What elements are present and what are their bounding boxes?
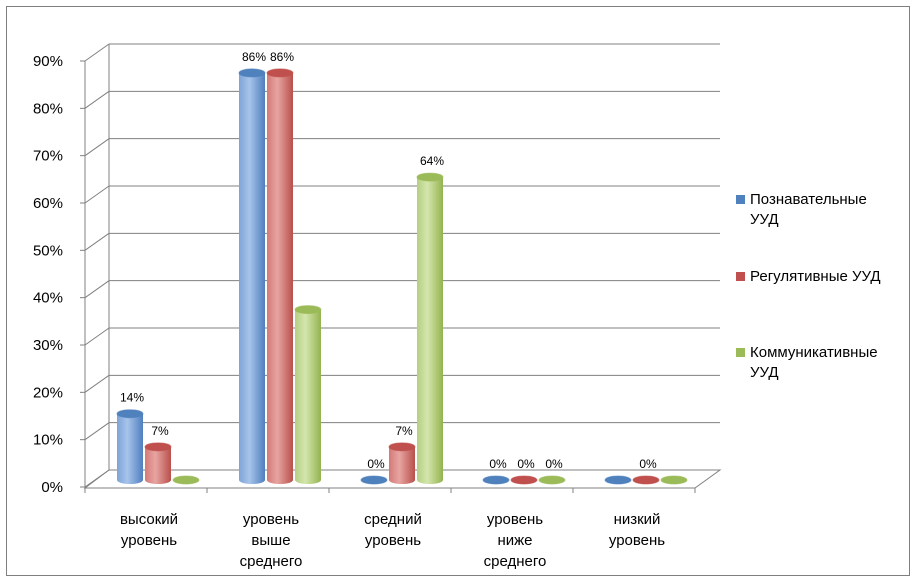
x-category-label: среднего xyxy=(240,553,303,570)
bar xyxy=(266,68,294,78)
data-label: 0% xyxy=(639,457,657,471)
y-tick-label: 20% xyxy=(33,384,63,401)
bar-body xyxy=(389,446,415,480)
gridline-diagonal xyxy=(84,185,110,204)
bar xyxy=(294,305,322,315)
bar-base xyxy=(145,476,171,484)
bar xyxy=(238,68,266,78)
bar-body xyxy=(239,72,265,480)
legend: Познавательные УУД Регулятивные УУД Коммуни… xyxy=(736,191,881,381)
legend-label: УУД xyxy=(750,211,779,228)
bar-body xyxy=(267,72,293,480)
legend-swatch xyxy=(736,272,745,281)
y-tick-label: 30% xyxy=(33,337,63,354)
gridline-diagonal xyxy=(84,90,110,109)
bar-base xyxy=(389,476,415,484)
y-tick-label: 10% xyxy=(33,432,63,449)
bar-body xyxy=(117,413,143,480)
data-label: 14% xyxy=(120,391,144,405)
bar xyxy=(388,442,416,452)
y-tick-label: 60% xyxy=(33,195,63,212)
x-category-label: высокий xyxy=(120,511,178,528)
gridline-diagonal xyxy=(84,374,110,393)
x-category-label: уровень xyxy=(487,511,543,528)
bar-body xyxy=(417,177,443,481)
x-category-label: уровень xyxy=(365,532,421,549)
gridline-diagonal xyxy=(84,327,110,346)
gridline-diagonal xyxy=(84,280,110,299)
legend-swatch xyxy=(736,348,745,357)
data-label: 0% xyxy=(489,457,507,471)
y-tick-label: 40% xyxy=(33,290,63,307)
data-labels: 14% 7% 86% 86% 0% 7% 64% 0% 0% 0% 0% xyxy=(120,50,657,471)
bar-body xyxy=(295,309,321,480)
data-label: 86% xyxy=(242,50,266,64)
x-category-label: средний xyxy=(364,511,422,528)
data-label: 7% xyxy=(151,424,169,438)
bar xyxy=(416,172,444,182)
data-label: 7% xyxy=(395,424,413,438)
bar xyxy=(632,475,660,485)
x-category-label: низкий xyxy=(614,511,661,528)
gridline-diagonal xyxy=(84,138,110,157)
chart-frame xyxy=(6,6,910,576)
x-category-label: уровень xyxy=(609,532,665,549)
data-label: 64% xyxy=(420,154,444,168)
bar-base xyxy=(239,476,265,484)
data-label: 0% xyxy=(517,457,535,471)
bar xyxy=(538,475,566,485)
x-category-label: среднего xyxy=(484,553,547,570)
legend-label: Познавательные xyxy=(750,191,867,208)
y-tick-label: 80% xyxy=(33,100,63,117)
gridline-diagonal xyxy=(84,422,110,441)
x-category-label: уровень xyxy=(121,532,177,549)
chart-floor xyxy=(83,469,722,489)
bar xyxy=(482,475,510,485)
bar xyxy=(144,442,172,452)
legend-swatch xyxy=(736,195,745,204)
bar xyxy=(116,409,144,419)
gridline-diagonal xyxy=(84,232,110,251)
legend-label: Регулятивные УУД xyxy=(750,268,881,285)
legend-label: Коммуникативные xyxy=(750,344,878,361)
data-label: 0% xyxy=(545,457,563,471)
bar xyxy=(604,475,632,485)
data-label: 0% xyxy=(367,457,385,471)
x-category-label: выше xyxy=(251,532,290,549)
legend-label: УУД xyxy=(750,364,779,381)
bar-body xyxy=(145,446,171,480)
gridline-diagonal xyxy=(84,43,110,62)
bar xyxy=(172,475,200,485)
bars xyxy=(116,68,688,485)
y-tick-label: 0% xyxy=(41,479,63,496)
x-category-label: уровень xyxy=(243,511,299,528)
axes: 0% 10% 20% 30% 40% 50% 60% 70% 80% 90% высокий уров… xyxy=(33,44,722,570)
bar xyxy=(360,475,388,485)
y-tick-label: 90% xyxy=(33,53,63,70)
x-category-label: ниже xyxy=(497,532,532,549)
bar-base xyxy=(417,476,443,484)
bar xyxy=(510,475,538,485)
bar-base xyxy=(117,476,143,484)
y-tick-label: 50% xyxy=(33,242,63,259)
data-label: 86% xyxy=(270,50,294,64)
bar-base xyxy=(295,476,321,484)
bar xyxy=(660,475,688,485)
bar-base xyxy=(267,476,293,484)
gridlines xyxy=(84,43,720,488)
y-tick-label: 70% xyxy=(33,148,63,165)
